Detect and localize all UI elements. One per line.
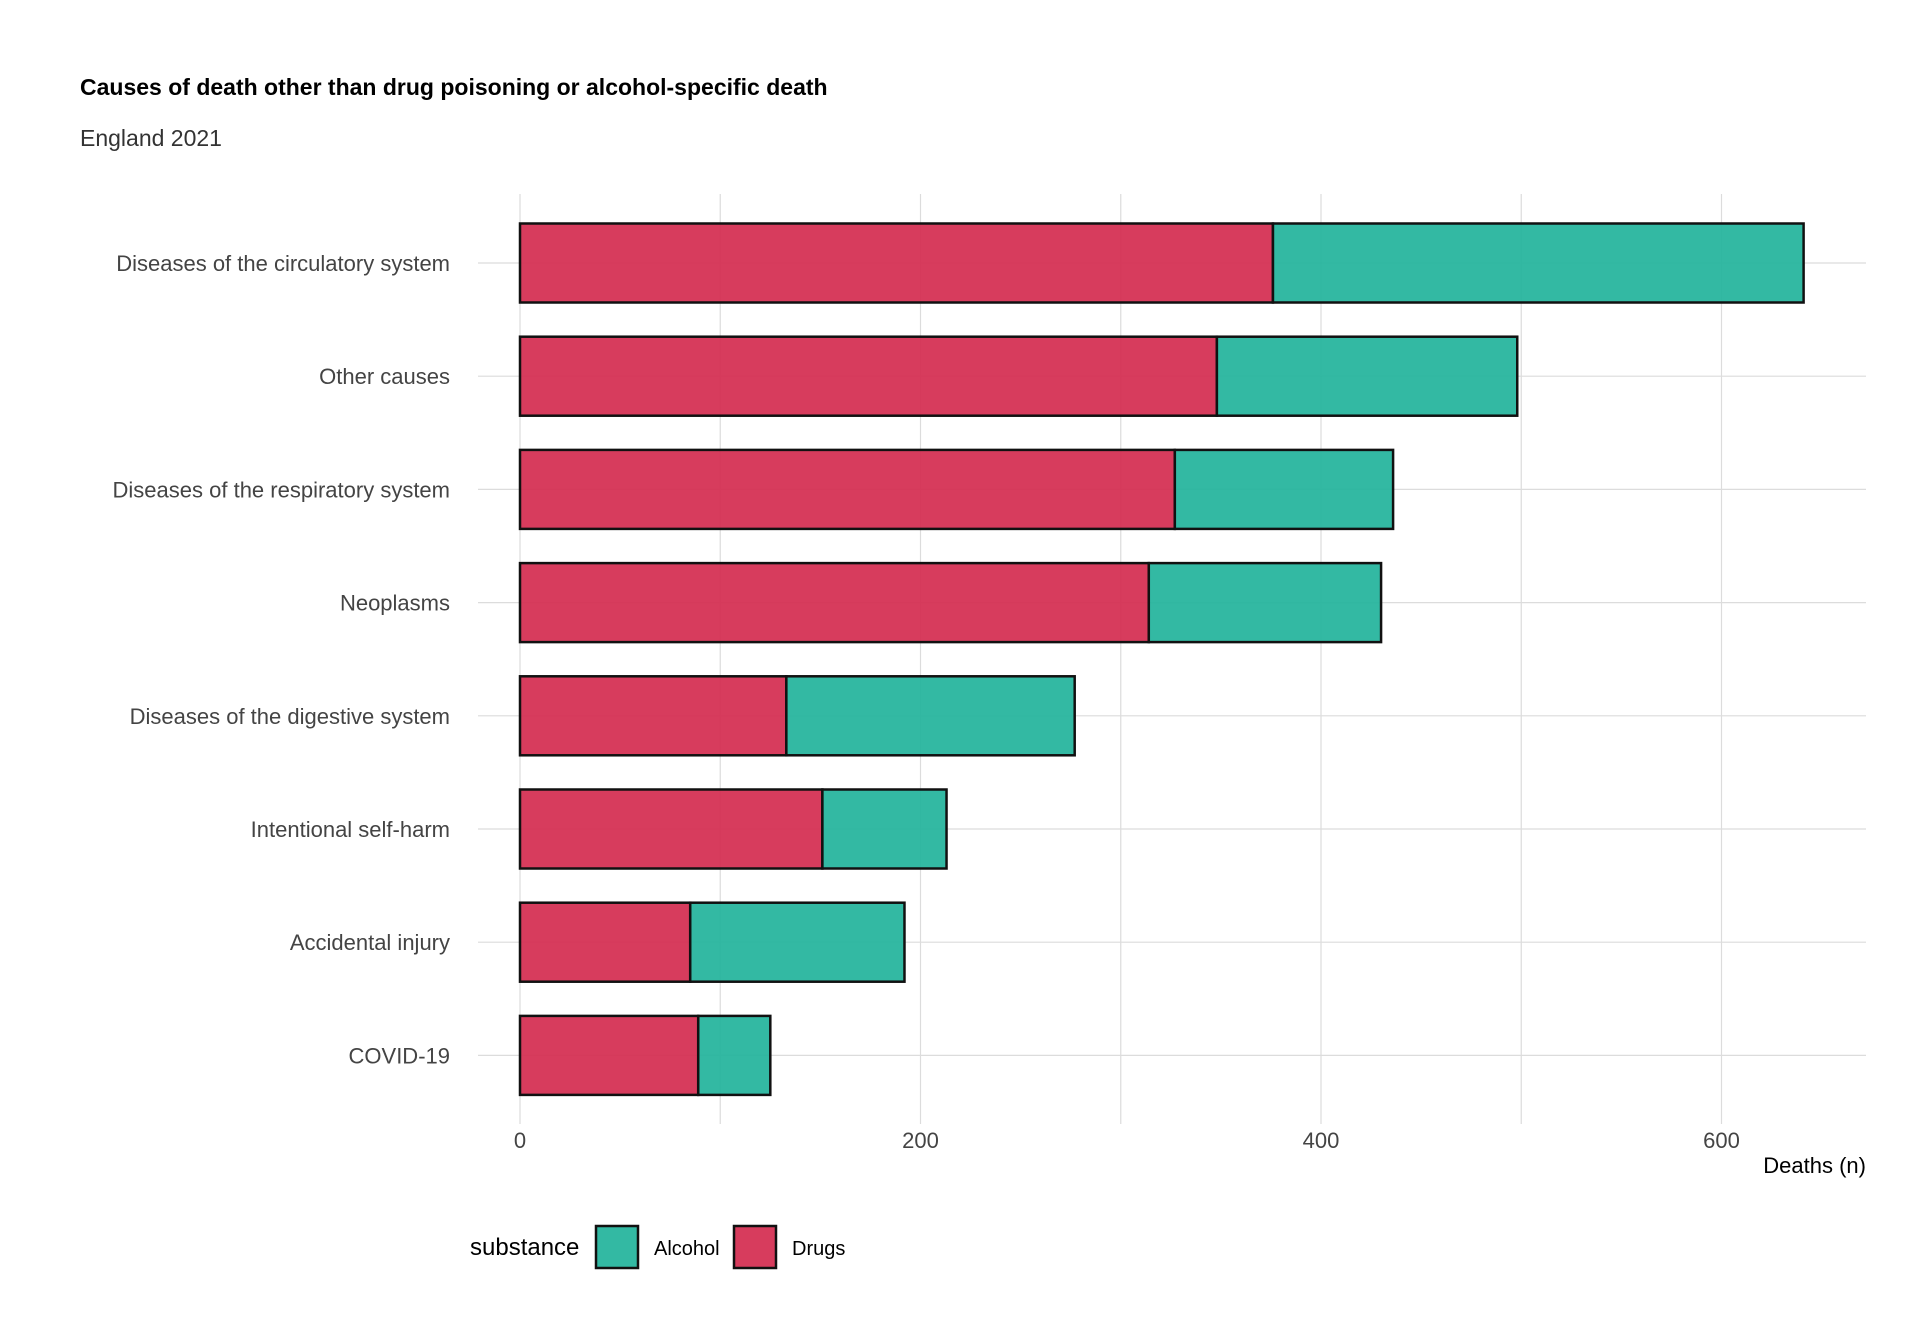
bar-drugs bbox=[518, 788, 824, 870]
chart-title: Causes of death other than drug poisonin… bbox=[80, 74, 828, 100]
legend-title: substance bbox=[470, 1234, 579, 1261]
x-axis-title: Deaths (n) bbox=[1763, 1153, 1866, 1178]
x-tick-label: 200 bbox=[902, 1128, 939, 1153]
bar-drugs bbox=[518, 1014, 700, 1097]
legend-swatch-alcohol bbox=[594, 1224, 640, 1270]
category-label: Intentional self-harm bbox=[251, 817, 450, 842]
category-label: COVID-19 bbox=[349, 1043, 450, 1068]
legend-swatch-drugs bbox=[732, 1224, 778, 1270]
category-label: Diseases of the digestive system bbox=[130, 704, 450, 729]
bar-alcohol bbox=[688, 901, 906, 983]
x-tick-label: 600 bbox=[1703, 1128, 1740, 1153]
category-label: Diseases of the circulatory system bbox=[116, 251, 450, 276]
x-tick-label: 400 bbox=[1303, 1128, 1340, 1153]
category-label: Accidental injury bbox=[290, 930, 450, 955]
bar-alcohol bbox=[1271, 222, 1805, 304]
bar-drugs bbox=[518, 335, 1219, 417]
bar-drugs bbox=[518, 222, 1275, 304]
bar-drugs bbox=[518, 448, 1177, 531]
bar-alcohol bbox=[1215, 335, 1519, 417]
x-tick-labels: 0 200 400 600 bbox=[514, 1128, 1740, 1153]
category-label: Diseases of the respiratory system bbox=[113, 477, 450, 502]
x-tick-label: 0 bbox=[514, 1128, 526, 1153]
bar-alcohol bbox=[1147, 561, 1383, 644]
bar-alcohol bbox=[821, 788, 948, 870]
bar-drugs bbox=[518, 561, 1151, 644]
grid-lines bbox=[478, 194, 1866, 1124]
legend-label-alcohol: Alcohol bbox=[654, 1238, 720, 1260]
category-label: Other causes bbox=[319, 364, 450, 389]
bar-drugs bbox=[518, 901, 692, 983]
bar-alcohol bbox=[785, 675, 1076, 757]
legend: substance Alcohol Drugs bbox=[470, 1224, 845, 1270]
category-label: Neoplasms bbox=[340, 591, 450, 616]
bar-drugs bbox=[518, 675, 788, 757]
bars bbox=[518, 222, 1805, 1097]
chart-subtitle: England 2021 bbox=[80, 125, 222, 151]
bar-alcohol bbox=[696, 1014, 772, 1097]
legend-label-drugs: Drugs bbox=[792, 1238, 845, 1260]
category-labels: Diseases of the circulatory system Other … bbox=[113, 251, 450, 1068]
bar-alcohol bbox=[1173, 448, 1395, 531]
